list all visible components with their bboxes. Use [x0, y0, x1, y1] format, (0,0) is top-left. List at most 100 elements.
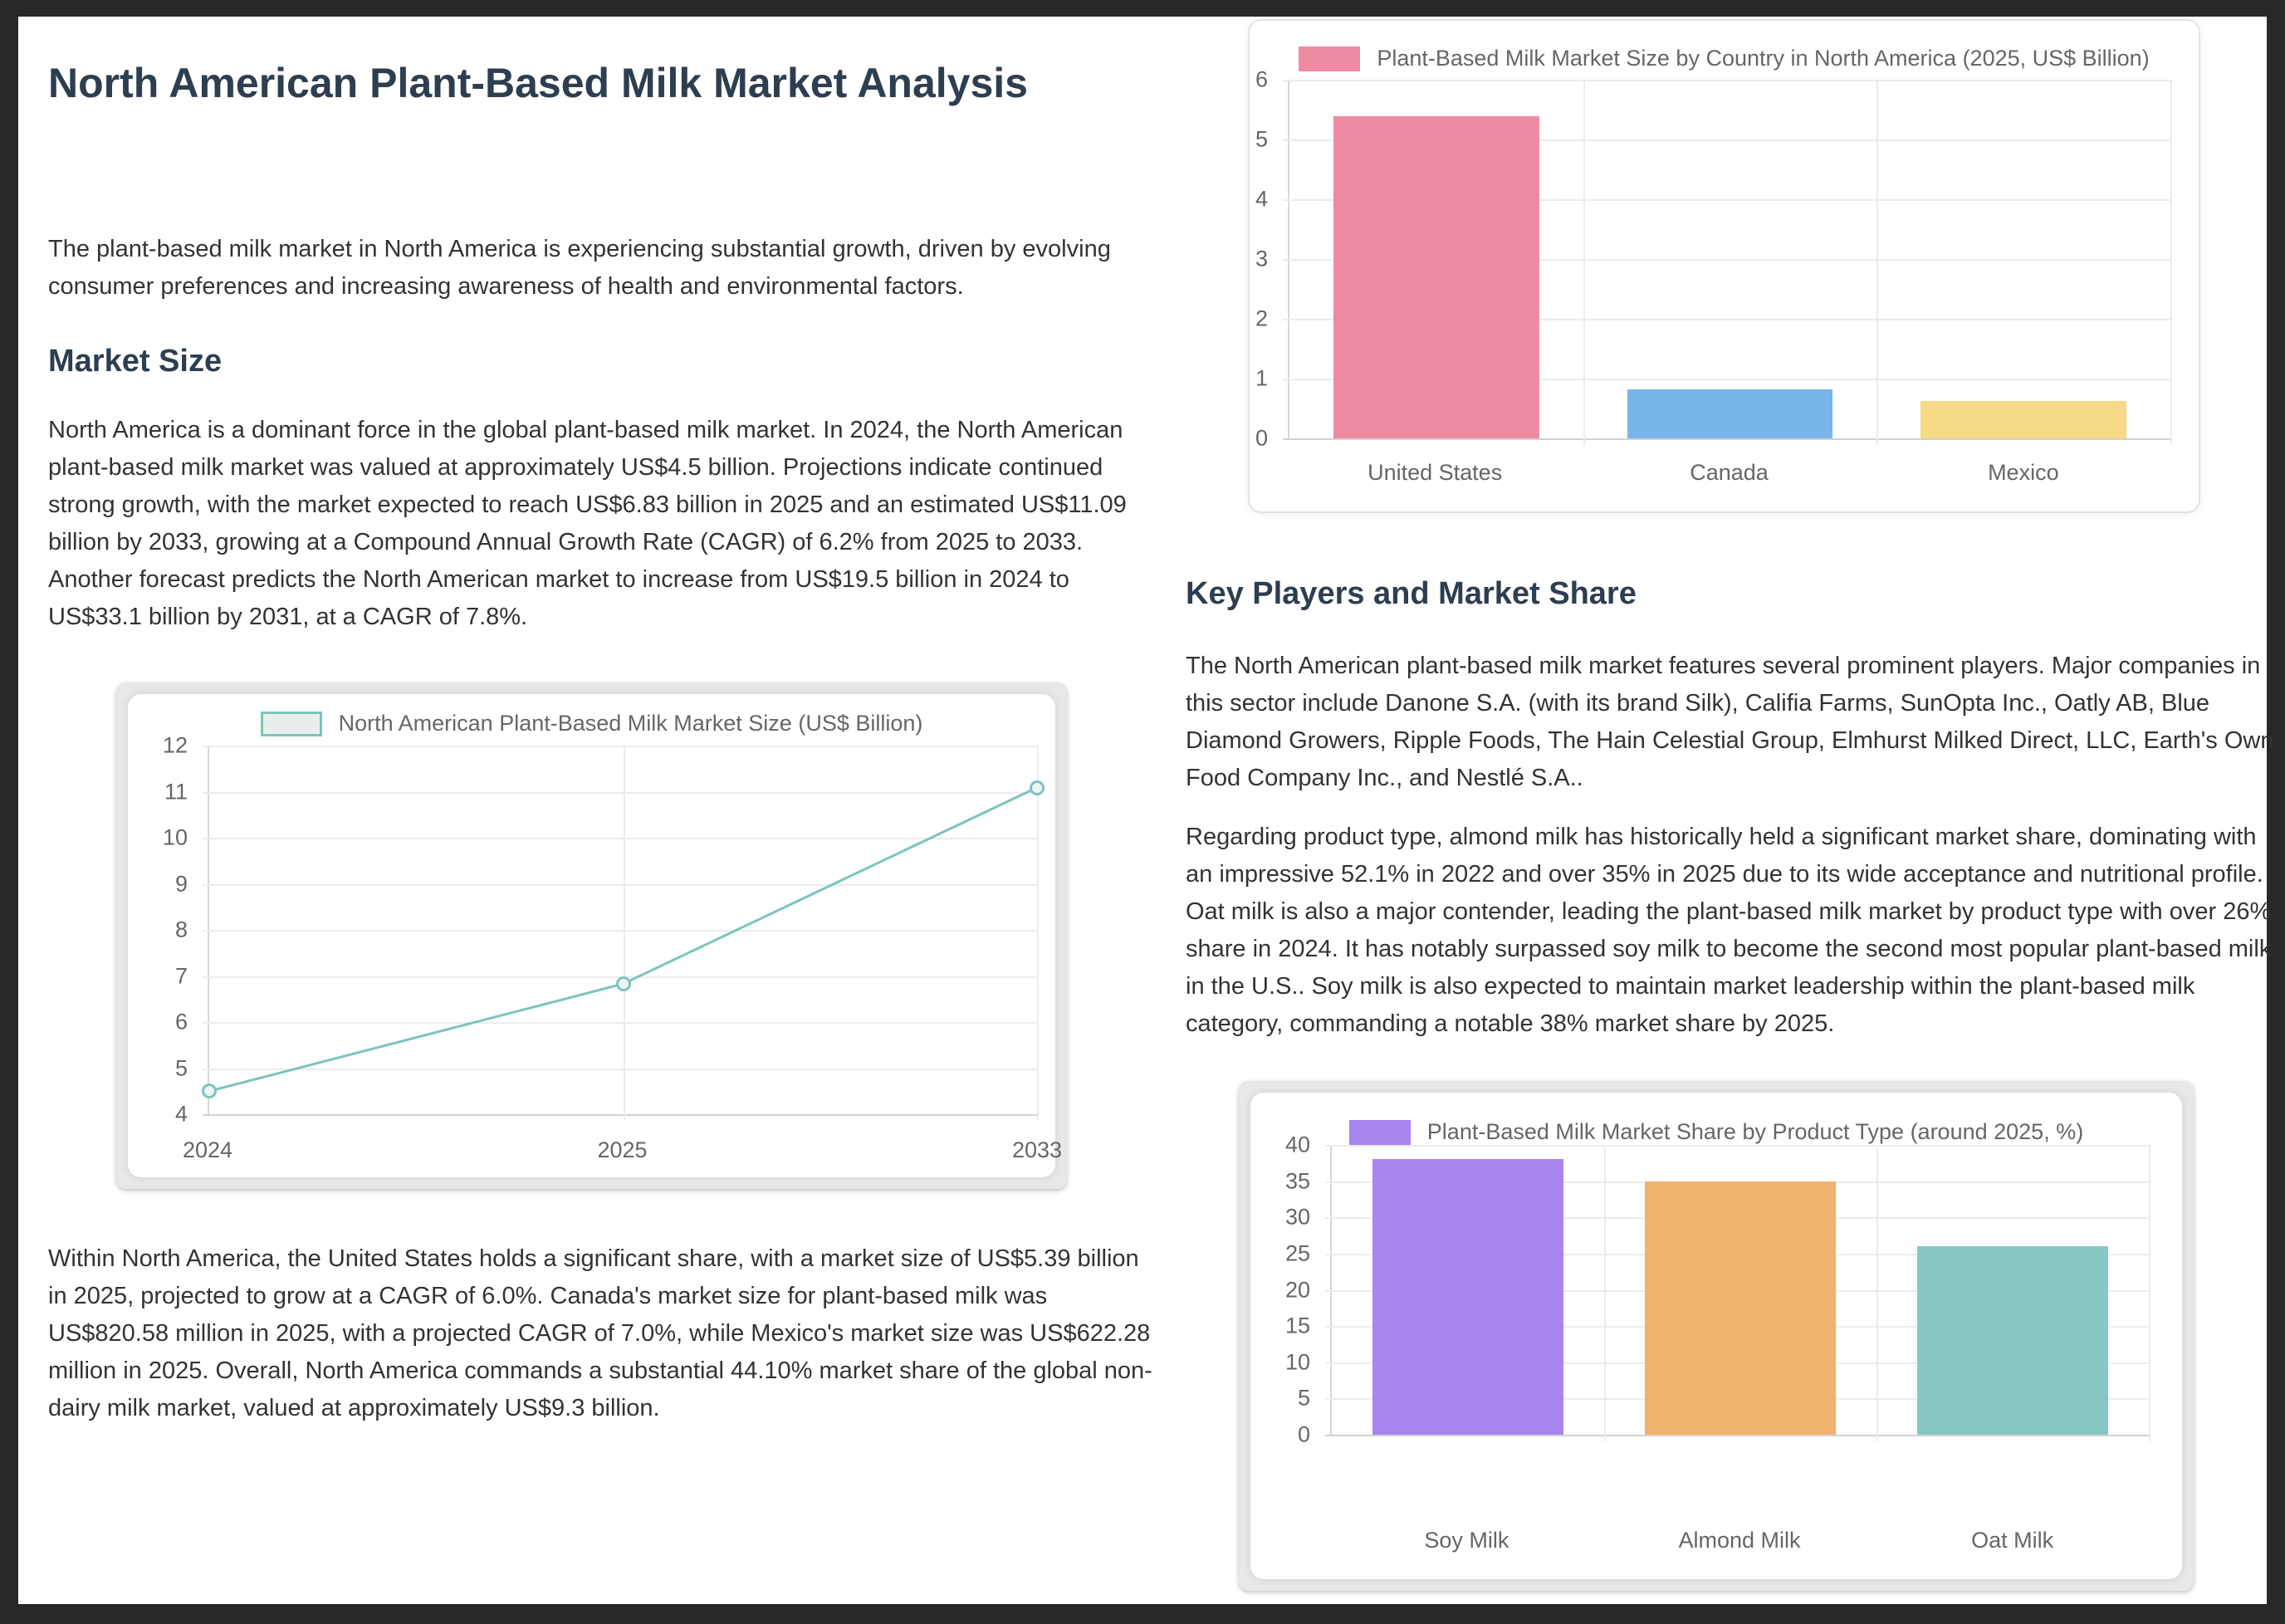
gridline: [1876, 1145, 1878, 1441]
chart-legend[interactable]: Plant-Based Milk Market Size by Country …: [1250, 46, 2199, 71]
gridline: [1604, 1145, 1606, 1441]
gridline: [203, 1114, 1037, 1116]
y-axis: 0 1 2 3 4 5 6: [1250, 68, 1278, 449]
plot-area: [1325, 1145, 2150, 1441]
heading-market-size: Market Size: [48, 344, 223, 379]
y-tick-label: 4: [174, 1101, 188, 1127]
legend-label: Plant-Based Milk Market Size by Country …: [1377, 46, 2150, 71]
gridline: [203, 1068, 1037, 1070]
x-axis: United States Canada Mexico: [1288, 438, 2170, 511]
y-tick-label: 25: [1284, 1240, 1310, 1266]
y-tick-label: 5: [174, 1055, 188, 1080]
gridline: [1283, 139, 2170, 141]
legend-swatch: [260, 711, 322, 736]
x-tick-label: Oat Milk: [1971, 1528, 2054, 1553]
bar-soy-milk[interactable]: [1372, 1159, 1563, 1435]
y-tick-label: 10: [162, 824, 188, 850]
market-size-paragraph-1: North America is a dominant force in the…: [48, 417, 1127, 630]
y-tick-label: 12: [162, 732, 188, 758]
intro-paragraph: The plant-based milk market in North Ame…: [48, 236, 1111, 300]
gridline: [203, 883, 1037, 886]
y-tick-label: 40: [1284, 1132, 1310, 1157]
gridline: [2170, 80, 2172, 445]
plot-area: [1283, 80, 2172, 445]
plot-area: [202, 746, 1037, 1121]
gridline: [1283, 80, 2170, 81]
y-tick-label: 1: [1255, 365, 1268, 391]
gridline: [203, 1022, 1037, 1024]
gridline: [1283, 438, 2170, 440]
x-tick-label: Soy Milk: [1424, 1528, 1509, 1553]
market-size-line-chart: North American Plant-Based Milk Market S…: [116, 682, 1067, 1189]
legend-label: Plant-Based Milk Market Share by Product…: [1426, 1119, 2084, 1144]
y-tick-label: 10: [1284, 1349, 1310, 1375]
bar-chart-canvas[interactable]: Plant-Based Milk Market Size by Country …: [1248, 19, 2200, 513]
x-tick-label: 2033: [1011, 1137, 1063, 1162]
bar-united-states[interactable]: [1333, 115, 1539, 438]
y-tick-label: 15: [1284, 1313, 1310, 1338]
y-axis: 0 5 10 15 20 25 30 35 40: [1250, 1133, 1320, 1445]
line-chart-canvas[interactable]: North American Plant-Based Milk Market S…: [128, 694, 1062, 1177]
y-tick-label: 0: [1297, 1421, 1310, 1447]
y-tick-label: 8: [174, 917, 188, 942]
gridline: [623, 746, 625, 1121]
data-point-2033[interactable]: [1030, 780, 1045, 795]
x-axis: 2024 2025 2033: [183, 1114, 1062, 1177]
x-tick-label: Almond Milk: [1678, 1528, 1801, 1553]
x-tick-label: United States: [1368, 460, 1503, 485]
key-players-paragraph-2: Regarding product type, almond milk has …: [1186, 824, 2272, 1037]
y-tick-label: 5: [1297, 1385, 1310, 1411]
y-tick-label: 6: [174, 1009, 188, 1035]
report-page: North American Plant-Based Milk Market A…: [18, 17, 2274, 1604]
y-axis: 4 5 6 7 8 9 10 11 12: [128, 734, 198, 1125]
x-axis: Soy Milk Almond Milk Oat Milk: [1330, 1435, 2149, 1579]
gridline: [203, 746, 1037, 747]
gridline: [1283, 259, 2170, 261]
x-tick-label: 2025: [597, 1137, 648, 1162]
line-series: [209, 746, 1037, 1114]
bar-canada[interactable]: [1627, 389, 1833, 438]
y-tick-label: 2: [1255, 306, 1268, 331]
chart-legend[interactable]: North American Plant-Based Milk Market S…: [128, 711, 1055, 736]
legend-swatch: [1299, 46, 1361, 71]
gridline: [1325, 1145, 2149, 1147]
data-point-2024[interactable]: [202, 1083, 217, 1099]
legend-label: North American Plant-Based Milk Market S…: [338, 711, 923, 736]
gridline: [2149, 1145, 2150, 1441]
chart-legend[interactable]: Plant-Based Milk Market Share by Product…: [1250, 1119, 2182, 1145]
bar-mexico[interactable]: [1920, 401, 2126, 438]
heading-key-players: Key Players and Market Share: [1186, 576, 1637, 611]
product-share-bar-chart: Plant-Based Milk Market Share by Product…: [1239, 1081, 2194, 1591]
y-tick-label: 9: [174, 871, 188, 896]
gridline: [203, 838, 1037, 839]
gridline: [203, 791, 1037, 794]
y-tick-label: 3: [1255, 246, 1268, 271]
country-market-size-bar-chart: Plant-Based Milk Market Size by Country …: [1248, 19, 2200, 513]
y-tick-label: 30: [1284, 1204, 1310, 1230]
x-tick-label: Canada: [1690, 460, 1769, 485]
bar-almond-milk[interactable]: [1645, 1181, 1836, 1435]
y-tick-label: 35: [1284, 1168, 1310, 1194]
data-point-2025[interactable]: [615, 976, 631, 991]
key-players-paragraph-1: The North American plant-based milk mark…: [1186, 653, 2274, 791]
y-tick-label: 5: [1255, 126, 1268, 152]
x-tick-label: Mexico: [1988, 460, 2059, 485]
gridline: [1325, 1435, 2149, 1436]
x-tick-label: 2024: [182, 1137, 233, 1162]
y-tick-label: 20: [1284, 1277, 1310, 1302]
y-tick-label: 7: [174, 963, 188, 988]
bar-oat-milk[interactable]: [1917, 1246, 2108, 1435]
gridline: [1283, 318, 2170, 320]
bar-chart-canvas[interactable]: Plant-Based Milk Market Share by Product…: [1250, 1093, 2182, 1579]
y-tick-label: 4: [1255, 186, 1268, 212]
gridline: [1583, 80, 1585, 445]
gridline: [1283, 379, 2170, 380]
legend-swatch: [1348, 1119, 1411, 1145]
gridline: [1037, 746, 1039, 1121]
y-tick-label: 0: [1255, 425, 1268, 451]
market-size-paragraph-2: Within North America, the United States …: [48, 1245, 1152, 1421]
page-title: North American Plant-Based Milk Market A…: [48, 60, 1028, 106]
y-tick-label: 11: [164, 779, 188, 804]
gridline: [203, 930, 1037, 932]
gridline: [1283, 198, 2170, 201]
